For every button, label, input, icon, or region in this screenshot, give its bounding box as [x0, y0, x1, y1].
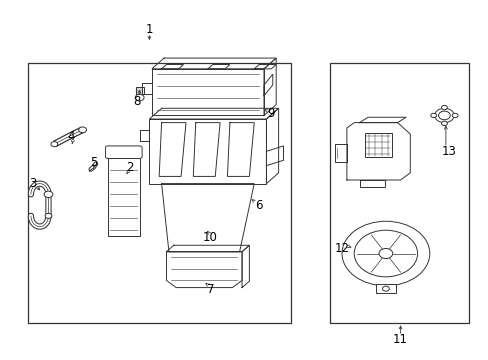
- Bar: [27, 63, 290, 323]
- Bar: [364, 134, 391, 157]
- Text: 4: 4: [67, 130, 75, 144]
- Circle shape: [382, 286, 388, 291]
- Circle shape: [441, 121, 447, 126]
- Circle shape: [45, 213, 52, 219]
- Text: 11: 11: [392, 333, 407, 346]
- Circle shape: [44, 191, 53, 198]
- Circle shape: [135, 94, 144, 101]
- Text: 3: 3: [29, 177, 36, 190]
- Text: 12: 12: [334, 242, 349, 255]
- Circle shape: [378, 248, 392, 258]
- Circle shape: [430, 113, 436, 118]
- Circle shape: [441, 105, 447, 110]
- Text: 13: 13: [441, 145, 456, 158]
- Bar: [152, 69, 264, 116]
- Bar: [149, 119, 266, 184]
- Text: 9: 9: [267, 107, 275, 120]
- Circle shape: [438, 111, 449, 120]
- Circle shape: [51, 141, 58, 147]
- FancyBboxPatch shape: [105, 146, 142, 158]
- Text: 5: 5: [89, 156, 97, 168]
- Text: 6: 6: [255, 199, 263, 212]
- Circle shape: [451, 113, 457, 118]
- Circle shape: [79, 127, 86, 133]
- Bar: [136, 87, 143, 94]
- Bar: [329, 63, 468, 323]
- Text: 1: 1: [145, 23, 153, 36]
- Circle shape: [353, 230, 417, 277]
- Text: 8: 8: [133, 95, 141, 108]
- Bar: [108, 149, 140, 235]
- Text: 2: 2: [126, 161, 133, 174]
- Circle shape: [341, 221, 429, 286]
- Bar: [375, 284, 395, 293]
- Text: 7: 7: [206, 283, 214, 296]
- Text: 10: 10: [203, 231, 217, 244]
- Circle shape: [434, 108, 453, 123]
